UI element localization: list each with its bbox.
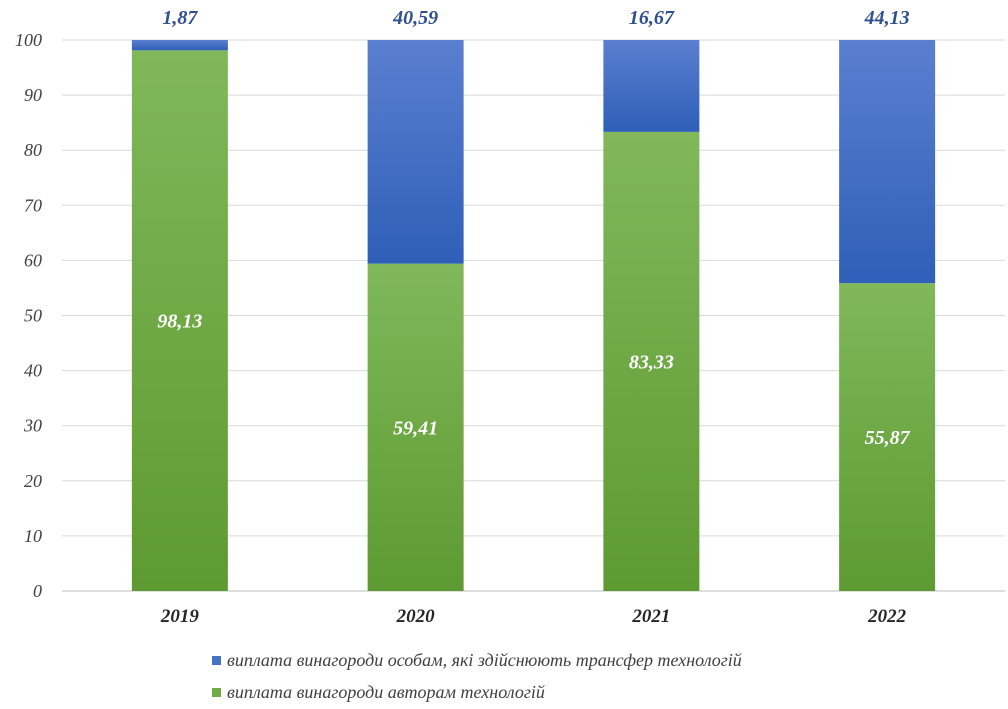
- bar-blue-2021: [603, 40, 700, 132]
- y-tick-label: 60: [24, 250, 42, 270]
- y-tick-label: 80: [24, 140, 42, 160]
- bar-blue-2020: [367, 40, 464, 264]
- x-tick-label-2020: 2020: [396, 606, 436, 627]
- x-tick-label-2021: 2021: [631, 606, 670, 627]
- legend-label-blue: виплата винагороди особам, які здійснюют…: [227, 650, 742, 670]
- legend-item-blue: виплата винагороди особам, які здійснюют…: [212, 650, 742, 671]
- bar-green-2019: [131, 50, 228, 591]
- y-tick-label: 40: [24, 361, 42, 381]
- legend-swatch-green: [212, 688, 221, 697]
- data-label-green-2019: 98,13: [157, 311, 202, 333]
- stacked-bar-chart: 0 10 20 30 40 50 60 70 80 90 100 1,87 98,13 40,59 59,…: [15, 7, 1005, 627]
- x-tick-label-2019: 2019: [160, 606, 200, 627]
- x-axis: 2019 2020 2021 2022: [160, 606, 907, 627]
- legend-label-green: виплата винагороди авторам технологій: [227, 682, 545, 702]
- legend-item-green: виплата винагороди авторам технологій: [212, 682, 545, 703]
- data-label-blue-2019: 1,87: [162, 7, 198, 29]
- legend-swatch-blue: [212, 656, 221, 665]
- x-tick-label-2022: 2022: [867, 606, 907, 627]
- bar-green-2021: [603, 131, 700, 592]
- y-tick-label: 20: [24, 471, 42, 491]
- y-tick-label: 0: [33, 581, 42, 601]
- y-axis: 0 10 20 30 40 50 60 70 80 90 100: [15, 30, 42, 601]
- y-tick-label: 50: [24, 306, 42, 326]
- bar-green-2022: [839, 283, 936, 591]
- bar-blue-2022: [839, 40, 936, 284]
- bar-blue-2019: [131, 40, 228, 51]
- data-label-green-2022: 55,87: [865, 427, 911, 449]
- data-label-blue-2021: 16,67: [629, 7, 675, 29]
- y-tick-label: 100: [15, 30, 42, 50]
- y-tick-label: 30: [23, 416, 42, 436]
- y-tick-label: 90: [24, 85, 42, 105]
- y-tick-label: 10: [24, 526, 42, 546]
- bars: [131, 40, 936, 592]
- data-labels: 1,87 98,13 40,59 59,41 16,67 83,33 44,13 55,87: [157, 7, 910, 449]
- bar-green-2020: [367, 263, 464, 591]
- data-label-green-2021: 83,33: [629, 351, 674, 373]
- y-tick-label: 70: [24, 195, 42, 215]
- data-label-blue-2020: 40,59: [392, 7, 438, 29]
- data-label-green-2020: 59,41: [393, 417, 438, 439]
- data-label-blue-2022: 44,13: [864, 7, 910, 29]
